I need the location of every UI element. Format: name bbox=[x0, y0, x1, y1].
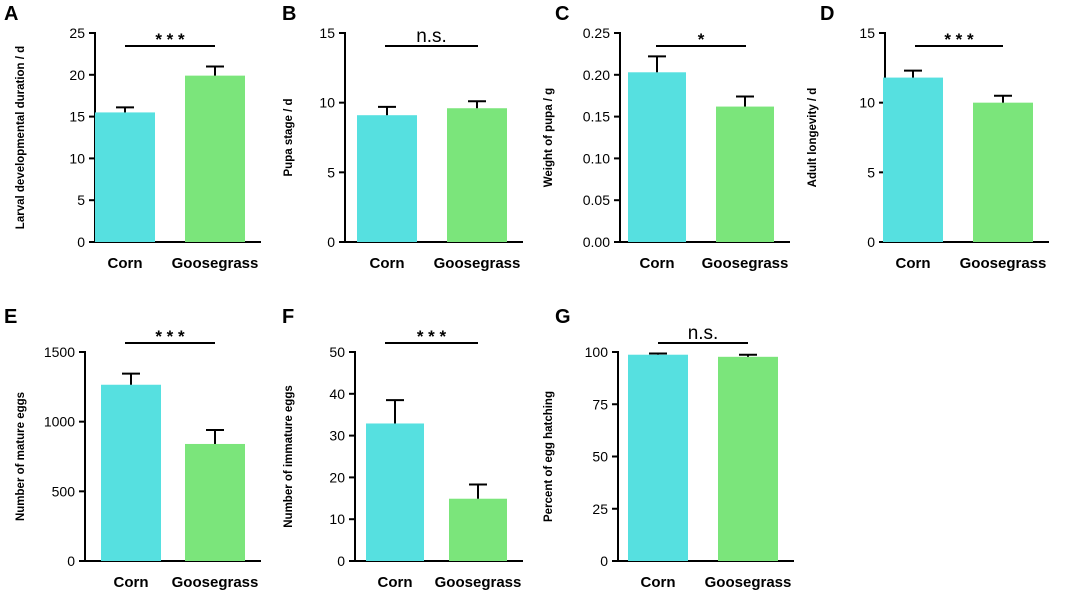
chart-panel-c: C 0.00 0.05 0.10 0.15 0.20 0.25 Weight of pupa … bbox=[543, 3, 790, 272]
y-tick-label: 0.10 bbox=[583, 150, 610, 166]
y-tick-label: 0 bbox=[600, 553, 608, 569]
chart-panel-d: D 0 5 10 15 Adult longevity / d Corn Goosegrass… bbox=[807, 3, 1049, 272]
bar-goosegrass bbox=[718, 356, 778, 561]
bar-goosegrass bbox=[449, 498, 507, 561]
y-tick-label: 0 bbox=[77, 234, 85, 250]
y-tick-label: 15 bbox=[319, 25, 335, 41]
y-tick-label: 30 bbox=[329, 428, 345, 444]
y-axis-title: Number of immature eggs bbox=[283, 385, 295, 528]
panel-letter: G bbox=[555, 306, 571, 328]
panel-letter: E bbox=[4, 306, 17, 328]
x-category-label: Corn bbox=[641, 574, 676, 591]
y-tick-label: 500 bbox=[52, 483, 76, 499]
x-category-label: Corn bbox=[640, 255, 675, 272]
y-tick-label: 50 bbox=[592, 449, 608, 465]
significance-label: * * * bbox=[944, 30, 974, 49]
x-category-label: Corn bbox=[896, 255, 931, 272]
significance-label: n.s. bbox=[416, 26, 447, 47]
y-tick-label: 0 bbox=[337, 553, 345, 569]
y-tick-label: 0.00 bbox=[583, 234, 610, 250]
y-tick-label: 1500 bbox=[44, 344, 75, 360]
y-tick-label: 1000 bbox=[44, 414, 75, 430]
chart-panel-g: G 0 25 50 75 100 Percent of egg hatching Corn Go… bbox=[543, 306, 794, 591]
y-tick-label: 10 bbox=[69, 150, 85, 166]
y-tick-label: 0.05 bbox=[583, 192, 610, 208]
y-tick-label: 75 bbox=[592, 396, 608, 412]
chart-panel-f: F 0 10 20 30 40 50 Number of immature eggs Corn G… bbox=[282, 306, 523, 591]
chart-panel-b: B 0 5 10 15 Pupa stage / d Corn Goosegrass n.s. bbox=[282, 3, 523, 272]
y-tick-label: 100 bbox=[585, 344, 609, 360]
x-category-label: Corn bbox=[370, 255, 405, 272]
bar-goosegrass bbox=[185, 443, 245, 561]
y-tick-label: 0.25 bbox=[583, 25, 610, 41]
y-tick-label: 25 bbox=[69, 25, 85, 41]
significance-label: * * * bbox=[155, 30, 185, 49]
y-tick-label: 0.15 bbox=[583, 109, 610, 125]
y-axis-title: Pupa stage / d bbox=[283, 99, 295, 177]
significance-label: * * * bbox=[417, 327, 447, 346]
x-category-label: Goosegrass bbox=[172, 255, 259, 272]
x-category-label: Goosegrass bbox=[172, 574, 259, 591]
y-tick-label: 50 bbox=[329, 344, 345, 360]
bar-goosegrass bbox=[447, 108, 507, 243]
panel-letter: C bbox=[555, 3, 569, 25]
y-axis-title: Adult longevity / d bbox=[807, 88, 819, 188]
significance-label: * * * bbox=[155, 327, 185, 346]
bar-corn bbox=[366, 423, 424, 561]
panel-letter: D bbox=[820, 3, 834, 25]
y-tick-label: 5 bbox=[327, 164, 335, 180]
y-axis-title: Larval developmental duration / d bbox=[15, 46, 27, 229]
y-tick-label: 5 bbox=[867, 164, 875, 180]
y-tick-label: 0 bbox=[67, 553, 75, 569]
bar-corn bbox=[883, 77, 943, 242]
panel-letter: B bbox=[282, 3, 296, 25]
y-tick-label: 20 bbox=[69, 67, 85, 83]
bar-goosegrass bbox=[973, 102, 1033, 243]
y-axis-title: Number of mature eggs bbox=[15, 392, 27, 521]
x-category-label: Goosegrass bbox=[960, 255, 1047, 272]
x-category-label: Corn bbox=[114, 574, 149, 591]
y-tick-label: 20 bbox=[329, 469, 345, 485]
x-category-label: Goosegrass bbox=[702, 255, 789, 272]
panel-letter: A bbox=[4, 3, 18, 25]
bar-goosegrass bbox=[716, 106, 774, 243]
chart-panel-e: E 0 500 1000 1500 Number of mature eggs Corn Go… bbox=[4, 306, 261, 591]
bar-corn bbox=[357, 115, 417, 242]
bar-corn bbox=[95, 112, 155, 242]
x-category-label: Goosegrass bbox=[434, 255, 521, 272]
x-category-label: Corn bbox=[108, 255, 143, 272]
y-tick-label: 0.20 bbox=[583, 67, 610, 83]
bar-corn bbox=[101, 384, 161, 561]
y-tick-label: 10 bbox=[319, 95, 335, 111]
chart-panel-a: A 0 5 10 15 20 25 Larval developmental duration… bbox=[4, 3, 261, 272]
panel-letter: F bbox=[282, 306, 294, 328]
bar-corn bbox=[628, 354, 688, 561]
y-tick-label: 40 bbox=[329, 386, 345, 402]
x-category-label: Goosegrass bbox=[705, 574, 792, 591]
bar-goosegrass bbox=[185, 75, 245, 242]
significance-label: * bbox=[698, 30, 705, 49]
y-tick-label: 15 bbox=[69, 109, 85, 125]
y-tick-label: 0 bbox=[327, 234, 335, 250]
y-tick-label: 5 bbox=[77, 192, 85, 208]
y-axis-title: Percent of egg hatching bbox=[543, 391, 555, 522]
significance-label: n.s. bbox=[688, 323, 719, 344]
bar-corn bbox=[628, 72, 686, 243]
y-axis-title: Weight of pupa / g bbox=[543, 88, 555, 187]
y-tick-label: 25 bbox=[592, 501, 608, 517]
x-category-label: Corn bbox=[378, 574, 413, 591]
x-category-label: Goosegrass bbox=[435, 574, 522, 591]
y-tick-label: 10 bbox=[329, 511, 345, 527]
y-tick-label: 0 bbox=[867, 234, 875, 250]
y-tick-label: 15 bbox=[859, 25, 875, 41]
y-tick-label: 10 bbox=[859, 95, 875, 111]
